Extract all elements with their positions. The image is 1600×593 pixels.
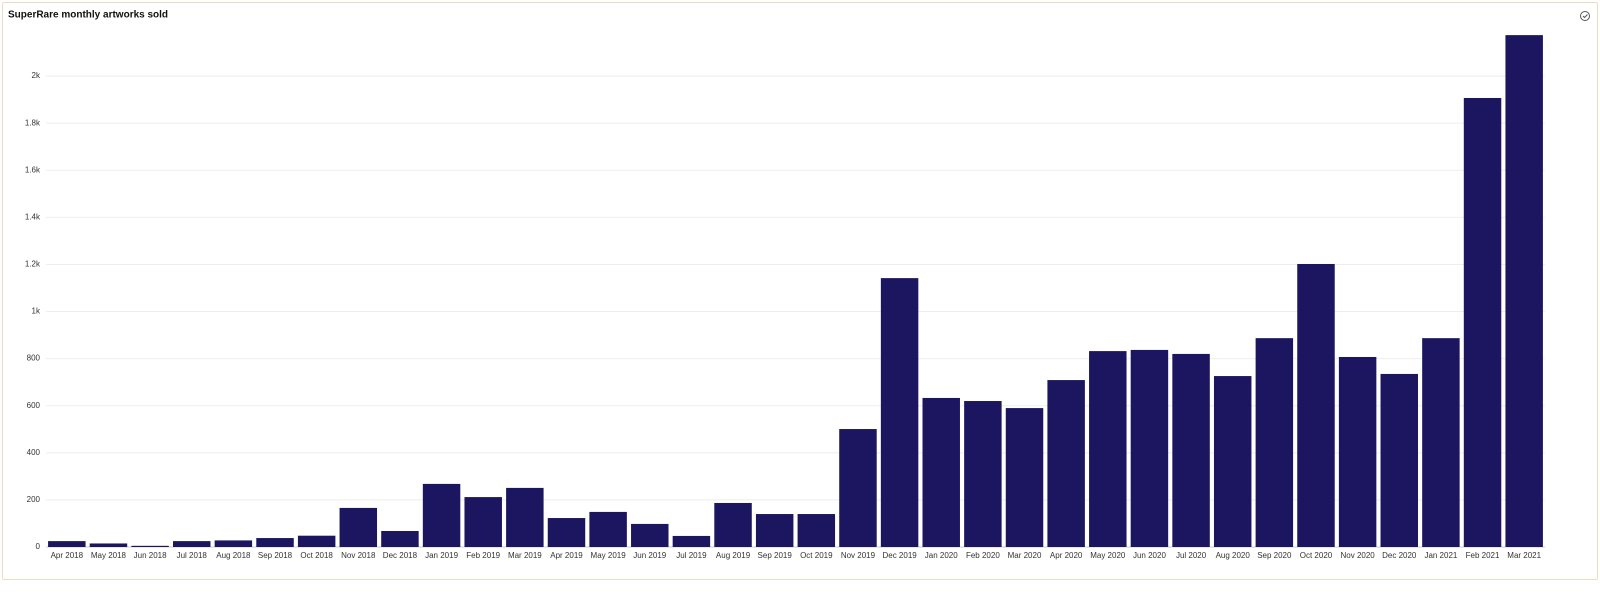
x-tick-label: Mar 2020 <box>1008 551 1042 560</box>
x-tick-label: Apr 2020 <box>1050 551 1083 560</box>
x-tick-label: Oct 2018 <box>300 551 333 560</box>
bar <box>1255 338 1294 547</box>
x-tick-label: Jan 2021 <box>1424 551 1457 560</box>
chart-title: SuperRare monthly artworks sold <box>8 10 168 21</box>
bar <box>464 497 502 547</box>
x-tick-label: Sep 2020 <box>1257 551 1292 560</box>
x-tick-label: May 2019 <box>591 551 627 560</box>
bar <box>256 538 294 547</box>
x-tick-label: Dec 2018 <box>383 551 418 560</box>
x-tick-label: Aug 2018 <box>216 551 251 560</box>
x-tick-label: Jan 2019 <box>425 551 458 560</box>
bar <box>1463 97 1502 547</box>
bar <box>1422 338 1460 547</box>
bar <box>1505 35 1543 547</box>
bar <box>1380 373 1419 547</box>
y-tick-label: 1.4k <box>25 212 41 221</box>
bar <box>755 514 794 547</box>
x-tick-label: Jun 2018 <box>134 551 167 560</box>
x-tick-label: Feb 2021 <box>1466 551 1500 560</box>
bar <box>1172 353 1210 547</box>
x-tick-label: Apr 2018 <box>51 551 84 560</box>
x-tick-label: Feb 2020 <box>966 551 1000 560</box>
bar <box>589 511 627 547</box>
x-tick-label: Sep 2018 <box>258 551 293 560</box>
y-tick-label: 1k <box>32 307 41 316</box>
x-tick-label: Nov 2019 <box>841 551 876 560</box>
x-tick-label: Jul 2019 <box>676 551 707 560</box>
bar <box>1130 349 1169 547</box>
x-tick-label: Jan 2020 <box>925 551 958 560</box>
bar <box>297 535 336 547</box>
x-tick-label: Jun 2019 <box>633 551 666 560</box>
y-tick-label: 400 <box>27 448 41 457</box>
x-tick-label: Jul 2020 <box>1176 551 1207 560</box>
x-tick-label: Oct 2020 <box>1300 551 1333 560</box>
bar <box>422 483 461 547</box>
bar <box>339 507 378 547</box>
bar <box>381 530 419 547</box>
bar <box>1338 356 1377 547</box>
bar <box>48 541 86 547</box>
x-tick-label: Jul 2018 <box>177 551 208 560</box>
x-tick-label: Aug 2020 <box>1216 551 1251 560</box>
bar <box>1005 408 1044 547</box>
bar <box>172 541 211 547</box>
y-tick-label: 1.6k <box>25 165 41 174</box>
bar <box>547 518 586 547</box>
bar <box>1047 380 1085 547</box>
bar <box>131 545 169 547</box>
x-tick-label: Feb 2019 <box>466 551 500 560</box>
x-tick-label: Dec 2020 <box>1382 551 1417 560</box>
x-tick-label: Sep 2019 <box>758 551 793 560</box>
bar <box>880 278 919 547</box>
y-tick-label: 1.2k <box>25 260 41 269</box>
bar <box>1297 263 1335 547</box>
bar <box>1089 351 1127 547</box>
x-tick-label: Dec 2019 <box>882 551 917 560</box>
x-tick-label: Oct 2019 <box>800 551 833 560</box>
bar <box>839 429 877 547</box>
bar <box>922 397 960 547</box>
bar <box>89 543 128 547</box>
x-tick-label: Apr 2019 <box>550 551 583 560</box>
y-tick-label: 0 <box>36 542 41 551</box>
bar <box>506 487 544 547</box>
bar <box>964 401 1002 547</box>
y-tick-label: 600 <box>27 401 41 410</box>
y-tick-label: 200 <box>27 495 41 504</box>
bar <box>714 502 752 547</box>
x-tick-label: Aug 2019 <box>716 551 751 560</box>
status-icon[interactable] <box>1580 11 1590 21</box>
bar <box>631 523 669 547</box>
x-tick-label: Nov 2020 <box>1341 551 1376 560</box>
x-tick-label: Jun 2020 <box>1133 551 1166 560</box>
bar <box>1213 376 1252 547</box>
x-tick-label: Nov 2018 <box>341 551 376 560</box>
y-tick-label: 800 <box>27 354 41 363</box>
x-tick-label: May 2020 <box>1090 551 1126 560</box>
bar <box>672 535 711 547</box>
x-tick-label: May 2018 <box>91 551 127 560</box>
x-tick-label: Mar 2019 <box>508 551 542 560</box>
bar <box>797 514 836 547</box>
bar <box>214 540 253 547</box>
y-tick-label: 2k <box>32 71 41 80</box>
x-tick-label: Mar 2021 <box>1507 551 1541 560</box>
y-tick-label: 1.8k <box>25 118 41 127</box>
